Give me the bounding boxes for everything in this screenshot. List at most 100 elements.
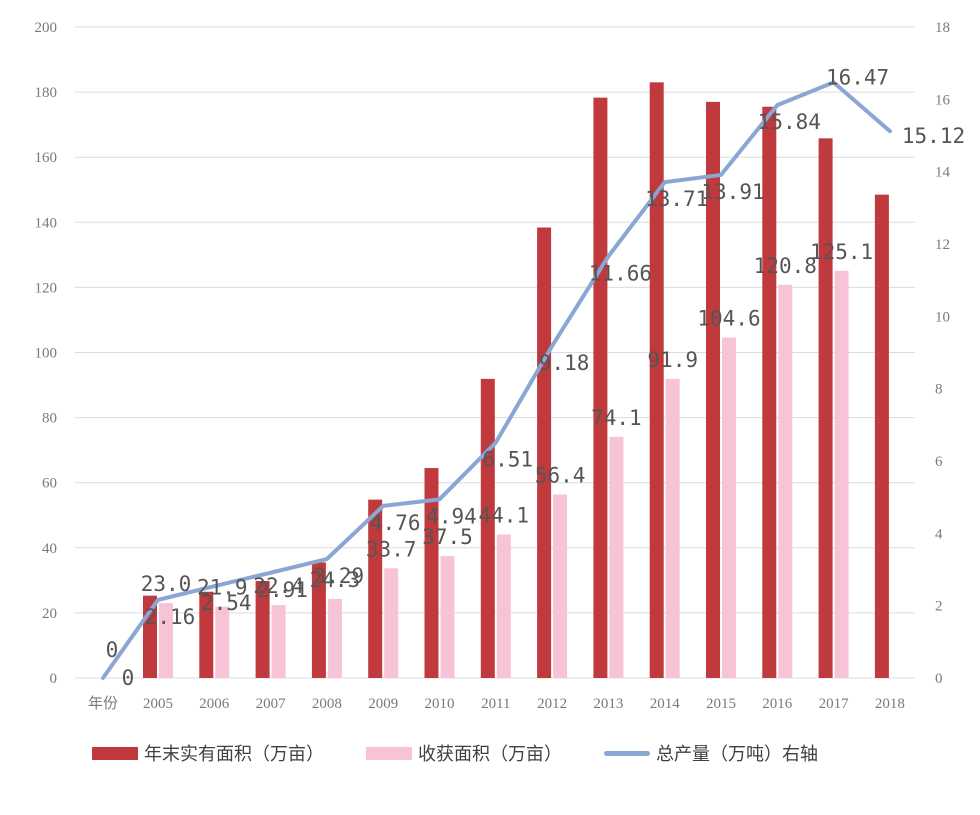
bar-harvest-area: [384, 568, 399, 678]
left-tick-label: 140: [35, 215, 58, 231]
legend-label-harvest-area: 收获面积（万亩）: [418, 744, 562, 765]
right-tick-label: 14: [935, 165, 951, 181]
data-label-total-output: 4.76: [370, 511, 421, 535]
data-label-total-output: 16.47: [826, 65, 889, 89]
x-axis-title: 年份: [88, 695, 118, 712]
x-tick-label: 2012: [537, 696, 567, 712]
data-label-harvest-area: 91.9: [647, 348, 698, 372]
x-tick-label: 2014: [650, 696, 681, 712]
bar-harvest-area: [722, 337, 736, 678]
right-tick-label: 10: [935, 309, 950, 325]
bar-year-end-area: [368, 499, 383, 678]
x-tick-label: 2018: [875, 696, 905, 712]
data-label-total-output: 6.51: [483, 448, 534, 472]
bar-year-end-area: [874, 194, 889, 678]
data-label-total-output: 13.91: [701, 180, 764, 204]
data-label-harvest-area: 33.7: [366, 537, 417, 561]
data-label-harvest-area: 125.1: [810, 240, 873, 264]
x-tick-label: 2005: [143, 696, 173, 712]
x-tick-label: 2016: [762, 696, 793, 712]
right-tick-label: 6: [935, 454, 943, 470]
data-label-total-output: 13.71: [645, 187, 708, 211]
data-label-harvest-area: 24.3: [310, 568, 361, 592]
left-tick-label: 180: [35, 85, 58, 101]
bar-year-end-area: [649, 82, 664, 678]
line-total-output: [101, 80, 892, 680]
bar-year-end-area: [537, 227, 552, 678]
right-tick-label: 8: [935, 382, 943, 398]
data-label-harvest-area: 74.1: [591, 406, 642, 430]
data-label-harvest-area: 44.1: [479, 503, 530, 527]
legend: 年末实有面积（万亩） 收获面积（万亩） 总产量（万吨）右轴: [92, 738, 860, 768]
x-tick-label: 2008: [312, 696, 342, 712]
data-label-harvest-area: 37.5: [422, 525, 473, 549]
data-label-harvest-area: 23.0: [141, 572, 192, 596]
x-tick-label: 2010: [425, 696, 455, 712]
bar-year-end-area: [818, 138, 833, 679]
right-tick-label: 12: [935, 237, 950, 253]
legend-swatch-harvest-area: [366, 746, 412, 760]
right-tick-label: 16: [935, 92, 951, 108]
data-label-total-output: 11.66: [589, 261, 652, 285]
bar-year-end-area: [480, 378, 495, 678]
data-label-harvest-area: 104.6: [697, 307, 760, 331]
data-label-total-output: 15.12: [902, 124, 965, 148]
data-label-total-output: 9.18: [539, 351, 590, 375]
bar-harvest-area: [327, 598, 342, 678]
bar-year-end-area: [706, 101, 720, 679]
x-tick-label: 2011: [481, 696, 510, 712]
legend-item-total-output: 总产量（万吨）右轴: [604, 740, 818, 766]
data-label-harvest-area: 22.4: [253, 574, 304, 598]
data-label-total-output: 2.54: [201, 591, 252, 615]
x-tick-label: 2015: [706, 696, 736, 712]
bar-harvest-area: [271, 605, 286, 678]
bar-harvest-area: [159, 603, 173, 678]
data-label-harvest-area: 120.8: [754, 254, 817, 278]
legend-swatch-total-output: [604, 750, 650, 756]
data-label-total-output: 4.94: [426, 504, 477, 528]
x-tick-label: 2013: [593, 696, 623, 712]
legend-label-year-end-area: 年末实有面积（万亩）: [144, 744, 324, 765]
data-label-harvest-area: 21.9: [197, 576, 248, 600]
bar-harvest-area: [440, 555, 455, 678]
x-tick-label: 2009: [368, 696, 398, 712]
legend-item-year-end-area: 年末实有面积（万亩）: [92, 740, 324, 766]
left-tick-label: 100: [35, 346, 58, 362]
right-tick-label: 2: [935, 599, 943, 615]
right-tick-label: 0: [935, 671, 943, 687]
bar-harvest-area: [834, 270, 849, 678]
data-label-start-value: 0: [106, 638, 119, 662]
data-label-start-value: 0: [122, 666, 135, 690]
bar-year-end-area: [199, 591, 214, 678]
bar-harvest-area: [553, 494, 568, 678]
data-label-total-output: 2.16: [145, 605, 196, 629]
bar-year-end-area: [593, 97, 608, 679]
x-tick-label: 2006: [199, 696, 230, 712]
left-tick-label: 60: [42, 476, 57, 492]
bar-year-end-area: [762, 106, 777, 678]
left-tick-label: 160: [35, 150, 58, 166]
legend-label-total-output: 总产量（万吨）右轴: [656, 744, 818, 765]
bar-harvest-area: [778, 284, 793, 678]
x-tick-label: 2017: [819, 696, 850, 712]
left-tick-label: 0: [50, 671, 58, 687]
left-tick-label: 120: [35, 280, 58, 296]
left-tick-label: 20: [42, 606, 57, 622]
legend-swatch-year-end-area: [92, 746, 138, 760]
bar-year-end-area: [311, 562, 326, 678]
bar-harvest-area: [609, 436, 624, 678]
left-tick-label: 80: [42, 411, 57, 427]
data-label-total-output: 3.29: [314, 564, 365, 588]
bar-harvest-area: [496, 534, 511, 678]
combo-chart: 0204060801001201401601802000246810121416…: [35, 20, 966, 712]
data-label-total-output: 2.91: [257, 578, 308, 602]
x-tick-label: 2007: [256, 696, 287, 712]
left-tick-label: 40: [42, 541, 57, 557]
data-label-harvest-area: 56.4: [535, 463, 586, 487]
bar-harvest-area: [665, 378, 680, 678]
bar-year-end-area: [255, 581, 270, 678]
right-tick-label: 18: [935, 20, 950, 36]
data-label-total-output: 15.84: [758, 110, 821, 134]
bar-year-end-area: [424, 468, 439, 678]
bar-harvest-area: [215, 606, 230, 678]
